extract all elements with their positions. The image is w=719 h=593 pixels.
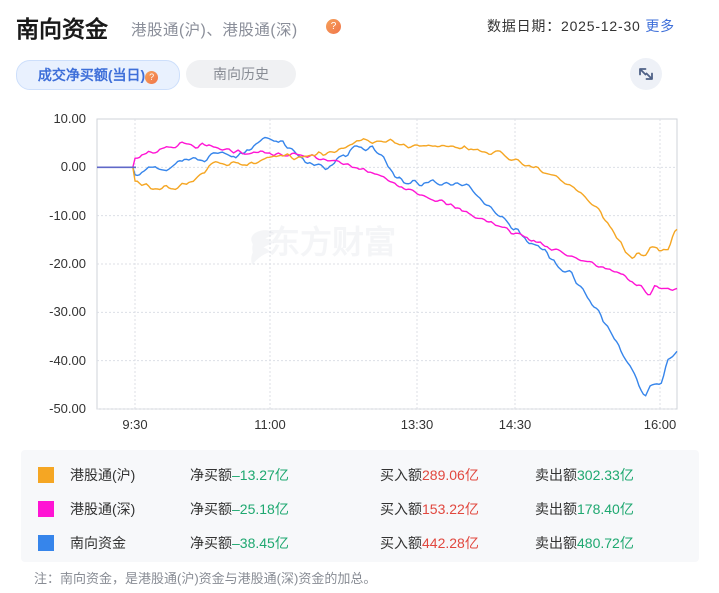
svg-text:东方财富: 东方财富 (268, 224, 396, 260)
